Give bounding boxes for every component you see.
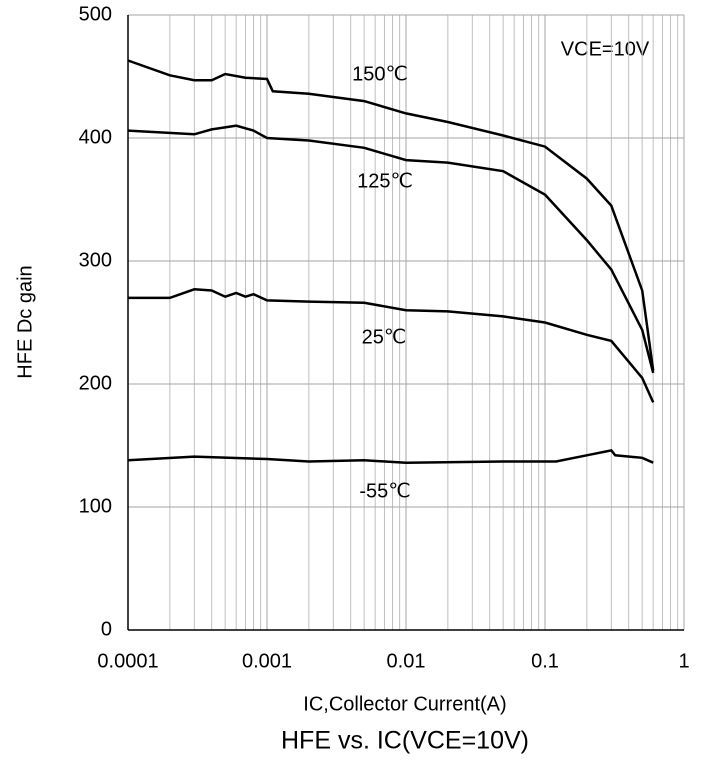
series-line — [127, 449, 654, 464]
x-tick-label: 0.01 — [387, 650, 426, 672]
x-tick-label: 0.0001 — [97, 650, 158, 672]
y-axis-label: HFE Dc gain — [14, 265, 36, 378]
series-line — [127, 59, 655, 371]
y-tick-label: 300 — [79, 249, 112, 271]
annotation: VCE=10V — [561, 38, 650, 60]
series-label: 150℃ — [352, 63, 408, 85]
series-line — [128, 288, 655, 403]
y-tick-label: 100 — [79, 495, 112, 517]
y-tick-label: 500 — [79, 3, 112, 25]
series-label: 25℃ — [362, 326, 407, 348]
y-tick-label: 200 — [79, 372, 112, 394]
series-label: 125℃ — [357, 170, 413, 192]
series-line — [127, 124, 655, 374]
series-label: -55℃ — [359, 480, 410, 502]
y-tick-label: 0 — [101, 618, 112, 640]
x-tick-label: 0.001 — [242, 650, 292, 672]
x-tick-label: 0.1 — [531, 650, 559, 672]
x-tick-label: 1 — [678, 650, 689, 672]
x-axis-label: IC,Collector Current(A) — [303, 693, 506, 715]
chart-title: HFE vs. IC(VCE=10V) — [281, 727, 529, 755]
y-tick-label: 400 — [79, 126, 112, 148]
